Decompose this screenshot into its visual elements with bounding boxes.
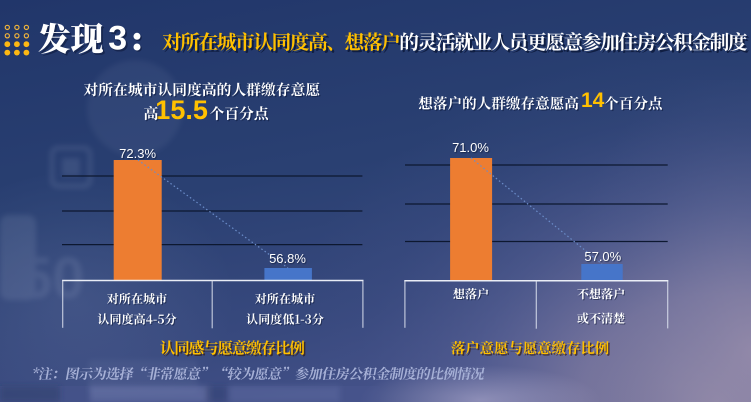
svg-text:50: 50 xyxy=(20,246,85,311)
